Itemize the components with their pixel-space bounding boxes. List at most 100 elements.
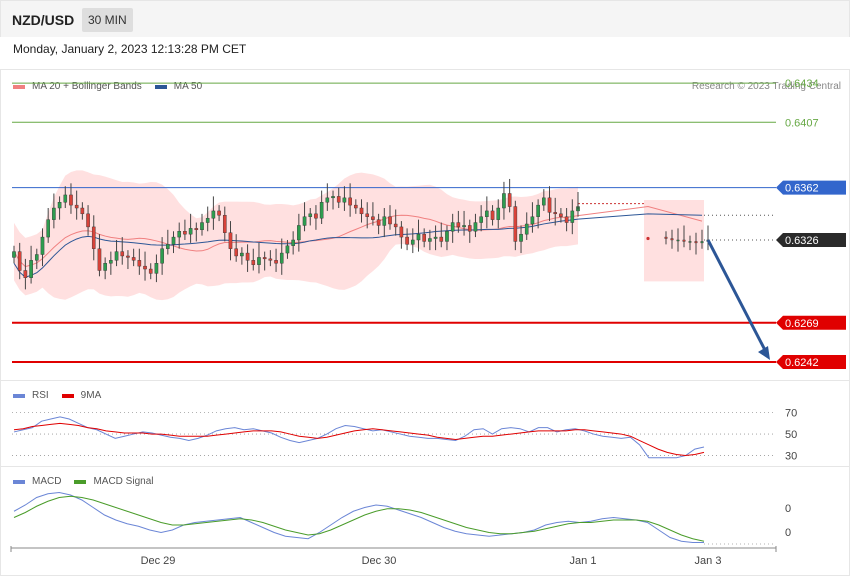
level-label-0.6326: 0.6326 <box>785 235 819 247</box>
candle-34-body <box>205 217 210 223</box>
candle-3-body <box>29 260 33 278</box>
rsi-swatch <box>13 393 25 398</box>
candle-68-body <box>399 226 404 238</box>
pair-title: NZD/USD <box>12 12 75 28</box>
candle-75-body <box>439 236 444 242</box>
candle-41-body <box>245 252 250 261</box>
rsi-legend-label: RSI <box>32 390 49 401</box>
forecast-arrow-head <box>758 346 770 361</box>
candle-61-body <box>359 207 364 215</box>
recent-candle-5-body <box>694 241 698 244</box>
candle-90-body <box>524 223 529 235</box>
candle-5-body <box>40 236 45 255</box>
candle-56-body <box>331 196 335 199</box>
candle-86-body <box>502 193 506 209</box>
macd-tick-upper: 0 <box>785 503 791 515</box>
candle-74-body <box>433 236 438 239</box>
candle-88-body <box>513 206 518 242</box>
level-label-0.6434: 0.6434 <box>785 78 819 90</box>
candle-29-body <box>177 231 182 238</box>
candle-30-body <box>183 231 187 235</box>
recent-candle-2-body <box>676 239 680 242</box>
candle-59-body <box>348 197 352 206</box>
candle-94-body <box>547 197 552 213</box>
candle-93-body <box>542 197 546 206</box>
candle-73-body <box>428 238 432 242</box>
rsi-legend: RSI 9MA <box>13 390 114 401</box>
candle-62-body <box>365 213 370 217</box>
candle-35-body <box>211 210 216 219</box>
candle-7-body <box>52 207 56 220</box>
candle-44-body <box>262 257 267 260</box>
level-tag-0.6242 <box>776 355 846 370</box>
candle-24-body <box>148 268 153 274</box>
rsi-tick-30: 30 <box>785 451 797 463</box>
x-tick-jan-1: Jan 1 <box>570 555 597 567</box>
candle-14-body <box>91 226 96 249</box>
candle-22-body <box>137 260 142 267</box>
gap-marker <box>646 236 650 241</box>
rsi-ma-swatch <box>61 393 74 398</box>
recent-candle-0-body <box>664 236 668 239</box>
candle-19-body <box>120 251 125 257</box>
candle-17-body <box>109 260 113 264</box>
level-label-0.6407: 0.6407 <box>785 117 819 129</box>
macd-line <box>13 491 704 543</box>
recent-candle-6-body <box>700 241 704 244</box>
forecast-arrow-shaft <box>706 239 768 353</box>
candle-6-body <box>46 219 50 238</box>
candle-78-body <box>456 222 461 228</box>
candle-89-body <box>519 233 523 242</box>
candle-37-body <box>222 215 227 233</box>
macd-legend: MACD MACD Signal <box>13 476 166 487</box>
ma20-swatch <box>13 84 25 89</box>
candle-98-body <box>570 210 575 223</box>
bollinger-band-recent <box>644 200 704 282</box>
macd-swatch <box>13 479 25 484</box>
candle-11-body <box>74 204 79 209</box>
candle-23-body <box>143 265 147 270</box>
candle-67-body <box>393 223 398 228</box>
datetime-label: Monday, January 2, 2023 12:13:28 PM CET <box>13 42 247 56</box>
candle-46-body <box>274 260 278 264</box>
candle-87-body <box>507 193 512 207</box>
candle-36-body <box>217 210 221 216</box>
candle-58-body <box>342 197 347 203</box>
candle-8-body <box>57 202 62 209</box>
candle-15-body <box>97 248 102 271</box>
level-label-0.6242: 0.6242 <box>785 357 819 369</box>
candle-79-body <box>462 225 466 228</box>
candle-0-body <box>12 251 16 258</box>
candle-2-body <box>23 270 28 278</box>
candle-12-body <box>80 207 85 215</box>
candle-76-body <box>445 231 449 242</box>
candle-28-body <box>171 236 176 245</box>
candle-63-body <box>371 216 375 220</box>
candle-21-body <box>131 257 136 261</box>
timeframe-button[interactable]: 30 MIN <box>82 8 133 32</box>
candle-13-body <box>86 213 90 228</box>
candle-57-body <box>336 196 341 203</box>
candle-66-body <box>388 216 392 225</box>
candle-27-body <box>166 244 170 249</box>
macd-signal-swatch <box>74 479 87 484</box>
candle-91-body <box>530 216 535 225</box>
ma50-line <box>13 213 703 278</box>
recent-candle-4-body <box>688 241 692 243</box>
candle-48-body <box>285 245 290 254</box>
rsi-ma-line <box>13 422 705 457</box>
price-legend: MA 20 + Bollinger Bands MA 50 <box>13 81 215 92</box>
candle-80-body <box>467 225 472 232</box>
candle-31-body <box>188 228 193 235</box>
rsi-tick-50: 50 <box>785 429 797 441</box>
candle-69-body <box>405 236 409 245</box>
candle-84-body <box>490 210 495 220</box>
candle-10-body <box>69 194 73 206</box>
rsi-line <box>13 416 705 459</box>
candle-70-body <box>410 239 415 245</box>
candle-33-body <box>200 222 204 231</box>
candle-95-body <box>553 212 558 215</box>
header-bar: NZD/USD 30 MIN <box>0 0 850 37</box>
candle-20-body <box>126 255 130 258</box>
